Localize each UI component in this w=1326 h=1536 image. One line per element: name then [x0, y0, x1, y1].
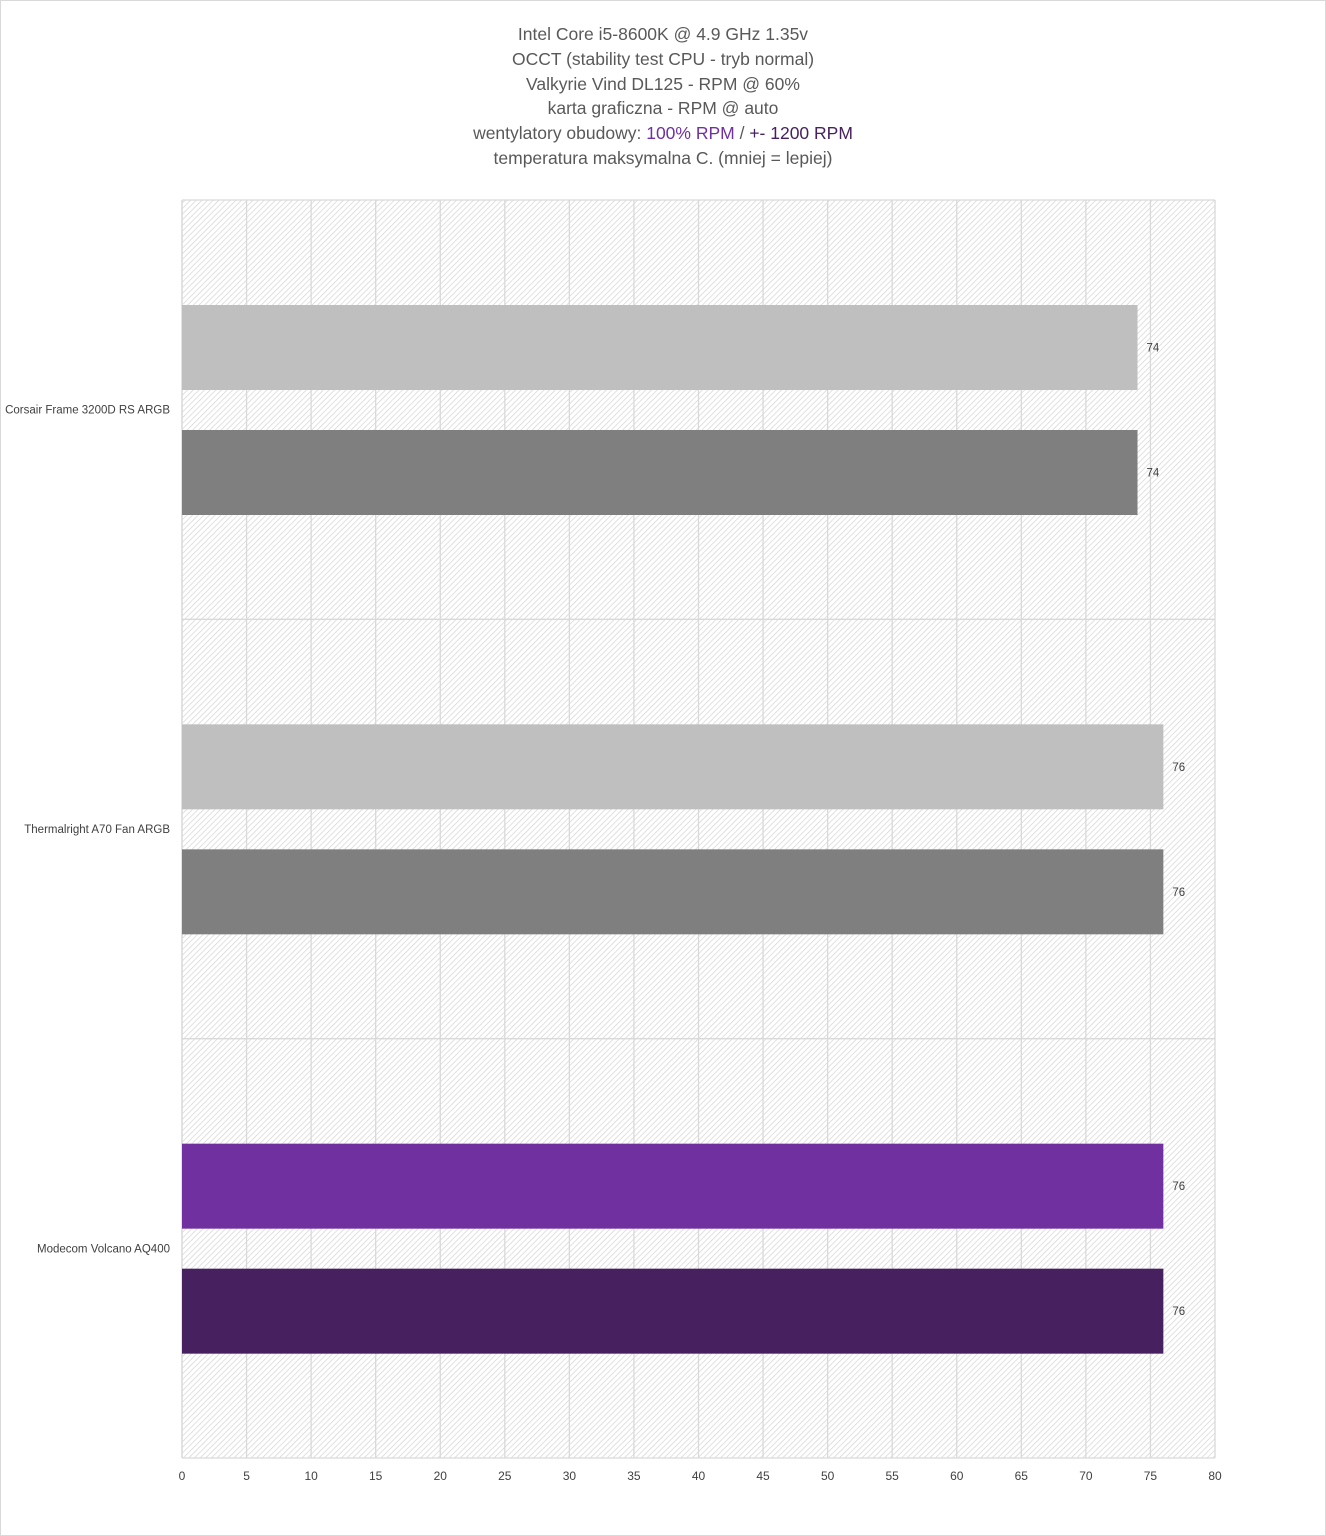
data-label: 76 [1172, 1181, 1185, 1193]
bar [182, 430, 1138, 515]
bar [182, 849, 1164, 935]
x-tick-label: 5 [243, 1469, 250, 1483]
data-label: 74 [1147, 468, 1160, 480]
x-tick-label: 80 [1208, 1469, 1222, 1483]
title-line-5-sep: / [734, 123, 750, 144]
title-line-6: temperatura maksymalna C. (mniej = lepie… [493, 147, 833, 168]
data-label: 74 [1147, 343, 1160, 355]
x-tick-label: 40 [692, 1469, 706, 1483]
x-tick-label: 50 [821, 1469, 835, 1483]
data-label: 76 [1172, 762, 1185, 774]
x-tick-label: 20 [434, 1469, 448, 1483]
x-tick-label: 10 [304, 1469, 318, 1483]
title-line-1: Intel Core i5-8600K @ 4.9 GHz 1.35v [517, 24, 809, 44]
x-tick-label: 65 [1015, 1469, 1029, 1483]
title-line-5-part1: 100% RPM [646, 123, 735, 144]
bar [182, 724, 1164, 810]
title-line-5: wentylatory obudowy: 100% RPM / +- 1200 … [0, 121, 1326, 146]
title-line-2: OCCT (stability test CPU - tryb normal) [511, 48, 815, 69]
category-label: Corsair Frame 3200D RS ARGB [5, 405, 170, 417]
x-tick-label: 0 [179, 1469, 186, 1483]
title-line-3: Valkyrie Vind DL125 - RPM @ 60% [526, 73, 800, 94]
title-line-5-part2: +- 1200 RPM [749, 123, 853, 144]
x-tick-label: 70 [1079, 1469, 1093, 1483]
chart-title: Intel Core i5-8600K @ 4.9 GHz 1.35v OCCT… [0, 22, 1326, 171]
x-tick-label: 35 [627, 1469, 641, 1483]
bar [182, 1268, 1164, 1354]
category-label: Thermalright A70 Fan ARGB [24, 824, 170, 836]
data-label: 76 [1172, 1306, 1185, 1318]
x-tick-label: 45 [756, 1469, 770, 1483]
x-tick-label: 30 [563, 1469, 577, 1483]
bar [182, 305, 1138, 390]
title-line-5-prefix: wentylatory obudowy: [473, 123, 647, 144]
bar [182, 1143, 1164, 1229]
x-tick-label: 15 [369, 1469, 383, 1483]
x-tick-label: 25 [498, 1469, 512, 1483]
x-tick-label: 60 [950, 1469, 964, 1483]
data-label: 76 [1172, 887, 1185, 899]
title-line-4: karta graficzna - RPM @ auto [547, 98, 779, 119]
x-tick-label: 55 [886, 1469, 900, 1483]
category-label: Modecom Volcano AQ400 [37, 1243, 170, 1255]
x-tick-label: 75 [1144, 1469, 1158, 1483]
